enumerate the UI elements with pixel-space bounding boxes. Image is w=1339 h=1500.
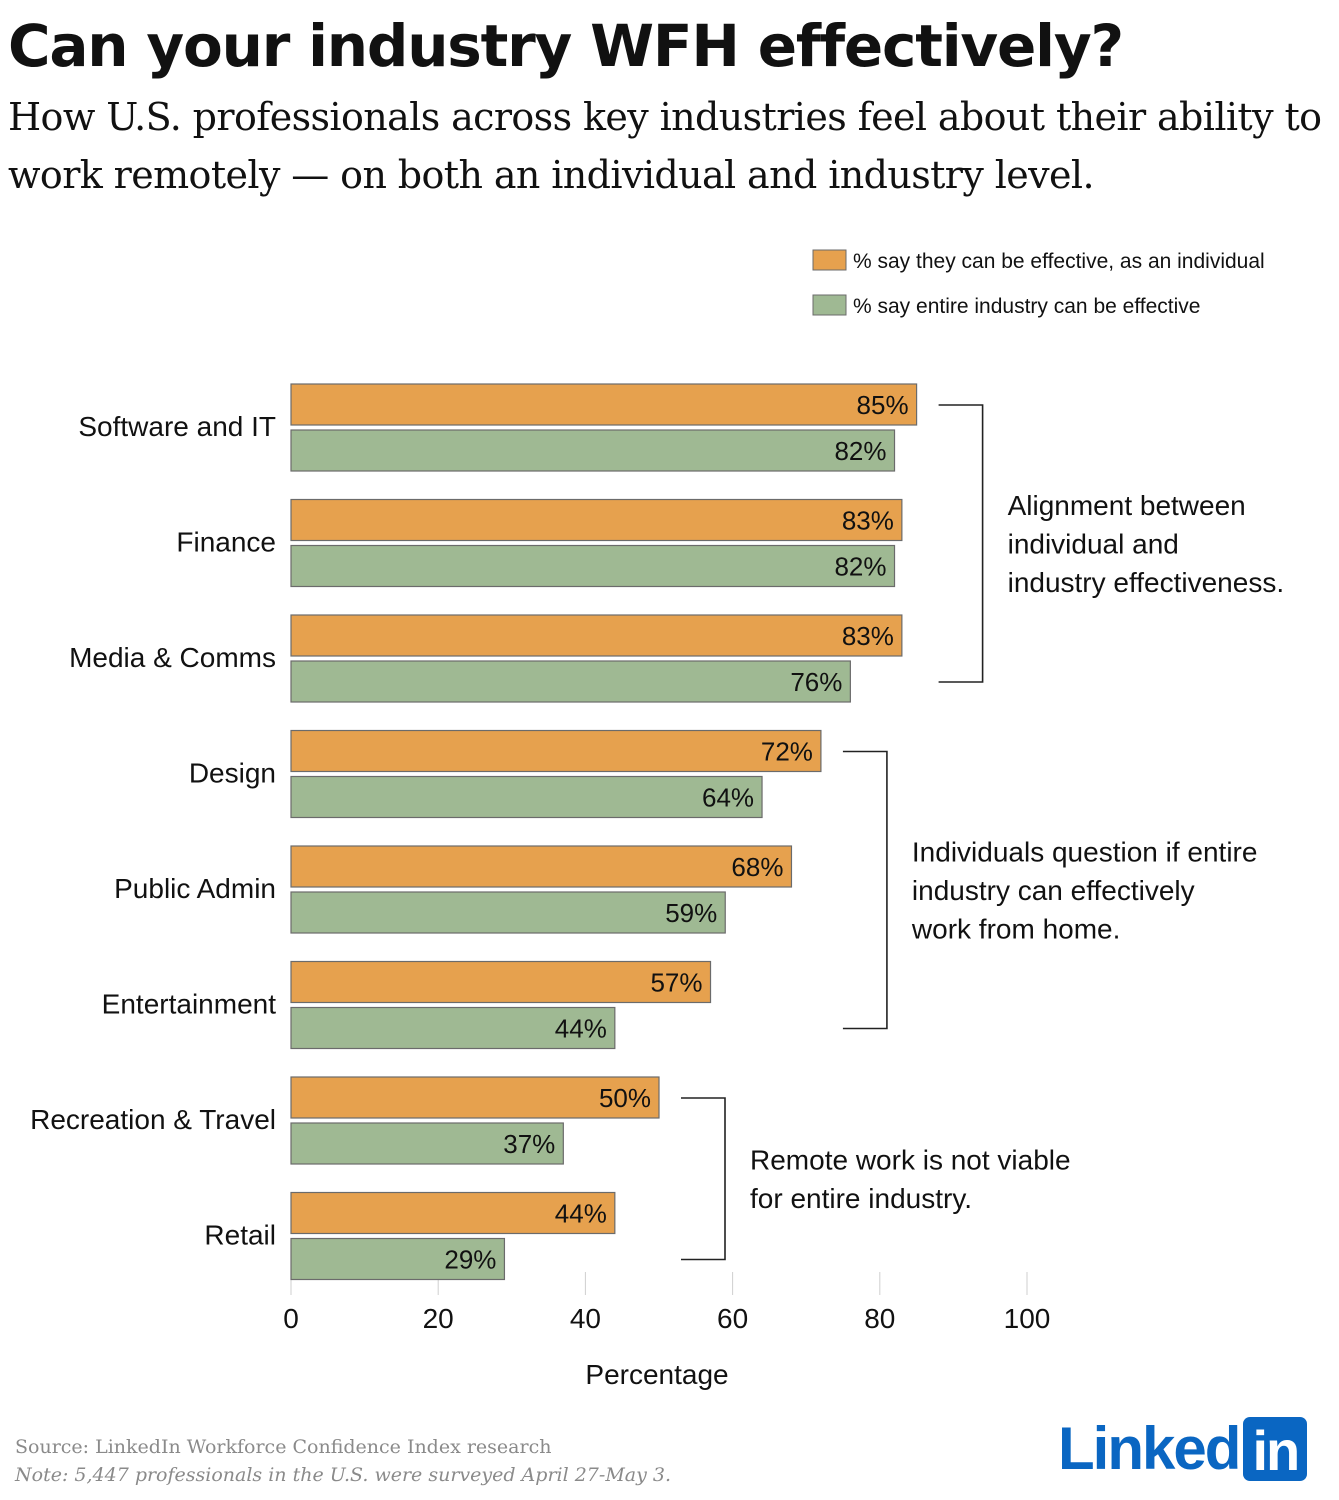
- industry-bar-3: [290, 775, 763, 819]
- x-axis-label: Percentage: [585, 1359, 728, 1390]
- annotation-text-2-1: for entire industry.: [750, 1183, 972, 1214]
- bars: 85%82%83%82%83%76%72%64%68%59%57%44%50%3…: [290, 383, 918, 1281]
- legend-swatch-industry: [812, 294, 847, 316]
- chart-subtitle: How U.S. professionals across key indust…: [8, 95, 1322, 197]
- annotation-bracket-1: [842, 750, 888, 1030]
- annotation-text-0-0: Alignment between: [1008, 490, 1246, 521]
- individual-value-label-5: 57%: [650, 968, 702, 998]
- industry-value-label-7: 29%: [444, 1245, 496, 1275]
- individual-value-label-6: 50%: [599, 1083, 651, 1113]
- individual-value-label-3: 72%: [761, 737, 813, 767]
- individual-bar-6: [290, 1076, 660, 1119]
- category-label-5: Entertainment: [102, 989, 277, 1020]
- source-text: Source: LinkedIn Workforce Confidence In…: [15, 1436, 552, 1458]
- industry-bar-5: [290, 1006, 616, 1050]
- industry-value-label-2: 76%: [790, 667, 842, 697]
- x-tick-label-80: 80: [864, 1303, 895, 1334]
- industry-value-label-5: 44%: [555, 1014, 607, 1044]
- note-text: Note: 5,447 professionals in the U.S. we…: [15, 1464, 672, 1486]
- x-tick-label-40: 40: [570, 1303, 601, 1334]
- individual-bar-5: [290, 960, 712, 1004]
- industry-bar-7: [290, 1237, 506, 1281]
- industry-bar-1: [290, 544, 896, 588]
- x-tick-label-100: 100: [1004, 1303, 1051, 1334]
- linkedin-logo[interactable]: Linked in: [1058, 1415, 1308, 1482]
- x-tick-label-20: 20: [423, 1303, 454, 1334]
- individual-bar-2: [290, 614, 903, 657]
- annotation-text-0-1: individual and: [1008, 529, 1179, 560]
- bar-chart: % say they can be effective, as an indiv…: [30, 249, 1285, 1390]
- individual-bar-1: [290, 498, 903, 542]
- industry-bar-4: [290, 891, 726, 934]
- category-label-0: Software and IT: [78, 411, 276, 442]
- annotation-text-0-2: industry effectiveness.: [1008, 567, 1285, 598]
- individual-value-label-7: 44%: [555, 1199, 607, 1229]
- legend: % say they can be effective, as an indiv…: [812, 249, 1265, 318]
- industry-value-label-3: 64%: [702, 783, 754, 813]
- category-labels: Software and IT Finance Media & Comms Desig…: [30, 411, 276, 1251]
- individual-bar-0: [290, 383, 918, 426]
- annotation-text-1-2: work from home.: [911, 914, 1120, 945]
- annotation-text-2-0: Remote work is not viable: [750, 1145, 1071, 1176]
- industry-value-label-6: 37%: [503, 1129, 555, 1159]
- individual-bar-7: [290, 1191, 616, 1235]
- individual-value-label-2: 83%: [842, 621, 894, 651]
- category-label-6: Recreation & Travel: [30, 1104, 276, 1135]
- x-axis-ticks: 0 20 40 60 80 100: [283, 1303, 1050, 1334]
- annotation-text-1-1: industry can effectively: [912, 875, 1195, 906]
- category-label-4: Public Admin: [114, 873, 276, 904]
- industry-value-label-1: 82%: [834, 552, 886, 582]
- individual-bar-4: [290, 845, 793, 888]
- legend-swatch-individual: [812, 249, 847, 271]
- category-label-1: Finance: [176, 527, 276, 558]
- annotation-bracket-0: [938, 404, 984, 683]
- x-tick-label-0: 0: [283, 1303, 299, 1334]
- annotations: Alignment between individual and industry …: [681, 404, 1285, 1261]
- individual-value-label-4: 68%: [731, 852, 783, 882]
- annotation-bracket-2: [681, 1097, 726, 1261]
- category-label-2: Media & Comms: [69, 642, 276, 673]
- industry-value-label-4: 59%: [665, 898, 717, 928]
- category-label-7: Retail: [204, 1220, 276, 1251]
- industry-bar-0: [290, 429, 896, 472]
- x-tick-label-60: 60: [717, 1303, 748, 1334]
- individual-bar-3: [290, 729, 822, 773]
- industry-value-label-0: 82%: [834, 436, 886, 466]
- individual-value-label-1: 83%: [842, 506, 894, 536]
- chart-title: Can your industry WFH effectively?: [8, 12, 1124, 80]
- industry-bar-6: [290, 1122, 564, 1165]
- logo-wordmark: Linked: [1058, 1415, 1241, 1482]
- annotation-text-1-0: Individuals question if entire: [912, 837, 1258, 868]
- legend-label-industry: % say entire industry can be effective: [853, 295, 1200, 318]
- legend-label-individual: % say they can be effective, as an indiv…: [853, 250, 1265, 273]
- industry-bar-2: [290, 660, 851, 703]
- logo-in-box: in: [1243, 1417, 1308, 1482]
- individual-value-label-0: 85%: [857, 390, 909, 420]
- category-label-3: Design: [189, 758, 276, 789]
